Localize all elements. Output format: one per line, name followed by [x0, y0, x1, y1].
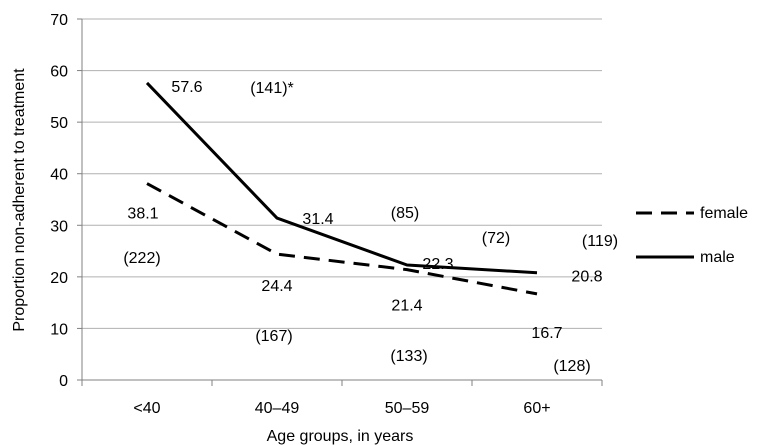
y-tick-label: 50 — [50, 115, 68, 132]
count-label-male: (141)* — [250, 80, 294, 97]
data-label-male: 20.8 — [571, 269, 602, 286]
legend-label-female: female — [700, 205, 748, 222]
x-tick-label: 40–49 — [255, 400, 300, 417]
legend: female male — [636, 205, 748, 266]
legend-label-male: male — [700, 249, 735, 266]
count-label-female: (133) — [390, 348, 427, 365]
count-label-male: (119) — [582, 233, 618, 250]
data-label-female: 24.4 — [261, 278, 292, 295]
y-axis-title: Proportion non-adherent to treatment — [11, 68, 28, 332]
axes — [77, 18, 603, 386]
y-tick-label: 0 — [59, 373, 68, 390]
series-line-male — [145, 81, 538, 275]
data-label-male: 22.3 — [422, 256, 453, 273]
x-tick-label: 50–59 — [385, 400, 430, 417]
data-label-female: 38.1 — [127, 206, 158, 223]
y-tick-labels: 0 10 20 30 40 50 60 70 — [50, 12, 68, 390]
y-tick-label: 10 — [50, 321, 68, 338]
count-label-female: (167) — [255, 328, 292, 345]
data-label-female: 16.7 — [531, 325, 562, 342]
data-labels: 38.1 24.4 21.4 16.7 (222) (167) (133) (128) 57.6… — [123, 79, 618, 375]
x-axis-title: Age groups, in years — [267, 428, 414, 445]
gridlines — [82, 18, 602, 329]
y-tick-label: 40 — [50, 167, 68, 184]
series-line-female — [146, 182, 538, 296]
y-tick-label: 60 — [50, 64, 68, 81]
data-label-male: 57.6 — [171, 79, 202, 96]
data-label-male: 31.4 — [302, 211, 333, 228]
count-label-female: (222) — [123, 250, 160, 267]
series-lines — [145, 81, 538, 296]
y-tick-label: 20 — [50, 270, 68, 287]
y-tick-label: 70 — [50, 12, 68, 29]
x-tick-label: 60+ — [523, 400, 550, 417]
count-label-male: (85) — [391, 205, 419, 222]
count-label-male: (72) — [482, 230, 510, 247]
data-label-female: 21.4 — [391, 298, 422, 315]
y-tick-label: 30 — [50, 218, 68, 235]
x-tick-labels: <40 40–49 50–59 60+ — [133, 400, 550, 417]
count-label-female: (128) — [553, 358, 590, 375]
x-tick-label: <40 — [133, 400, 160, 417]
